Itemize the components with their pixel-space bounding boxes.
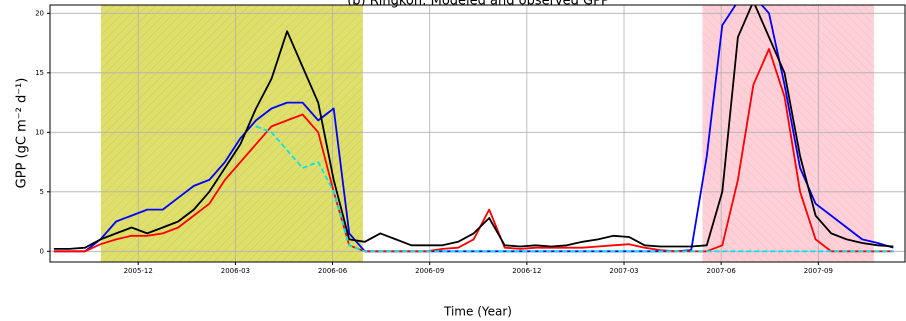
x-tick-label: 2007-06 bbox=[707, 267, 737, 275]
y-axis-label: GPP (gC m⁻² d⁻¹) bbox=[15, 78, 30, 189]
chart-title: (b) Ringkon: Modeled and observed GPP bbox=[347, 0, 609, 9]
x-axis-label: Time (Year) bbox=[443, 305, 512, 319]
series-line bbox=[255, 125, 894, 253]
lines bbox=[53, 5, 894, 253]
x-tick-label: 2006-12 bbox=[512, 267, 541, 275]
x-tick-label: 2006-03 bbox=[221, 267, 250, 275]
y-tick-label: 5 bbox=[40, 188, 44, 196]
y-tick-label: 15 bbox=[35, 69, 44, 77]
y-tick-label: 10 bbox=[35, 128, 44, 136]
series-line bbox=[53, 48, 894, 253]
y-tick-label: 0 bbox=[40, 247, 44, 255]
y-tick-label: 20 bbox=[35, 9, 44, 17]
span-hatch bbox=[702, 5, 874, 262]
plot-frame bbox=[49, 4, 906, 263]
x-tick-label: 2006-06 bbox=[318, 267, 348, 275]
spans bbox=[100, 5, 874, 262]
x-tick-label: 2005-12 bbox=[124, 267, 153, 275]
series-line bbox=[53, 5, 894, 253]
x-tick-label: 2007-03 bbox=[609, 267, 638, 275]
ticks: 0 5 10 15 20 2005-12 2006-03 2006-06 2006-09 2006… bbox=[35, 9, 833, 275]
x-tick-label: 2007-09 bbox=[804, 267, 833, 275]
x-tick-label: 2006-09 bbox=[415, 267, 444, 275]
series-line bbox=[53, 5, 894, 250]
